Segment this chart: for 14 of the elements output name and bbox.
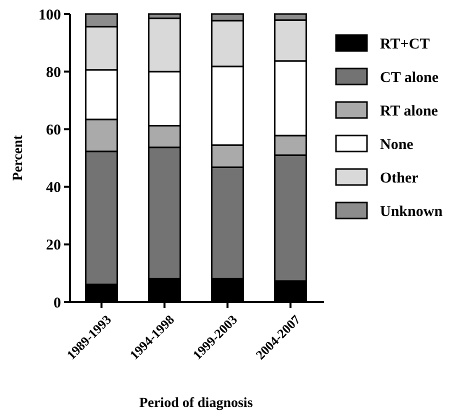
legend-label: Unknown: [380, 204, 444, 220]
y-tick-label: 100: [38, 7, 61, 24]
y-tick-label: 20: [46, 238, 61, 254]
legend-label: Other: [380, 170, 419, 186]
legend-label: RT+CT: [380, 36, 430, 52]
y-tick-label: 0: [54, 295, 61, 312]
x-axis-title: Period of diagnosis: [139, 396, 254, 411]
legend-label: None: [380, 136, 414, 153]
y-axis-title: Percent: [11, 134, 26, 181]
legend-label: CT alone: [380, 70, 439, 86]
y-tick-label: 80: [46, 64, 61, 81]
y-tick-label: 40: [46, 180, 61, 196]
legend-label: RT alone: [380, 103, 438, 120]
y-tick-label: 60: [46, 122, 61, 138]
